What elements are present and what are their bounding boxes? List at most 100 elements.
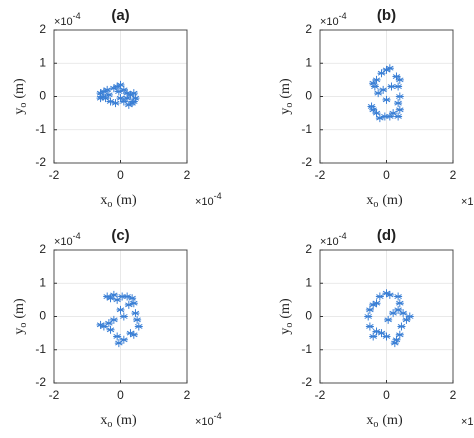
- point: [116, 94, 125, 103]
- point: [124, 100, 133, 109]
- point: [119, 97, 128, 106]
- point: [399, 309, 408, 318]
- label-base: y: [12, 328, 27, 335]
- multiplier-exponent: -4: [73, 11, 81, 21]
- point: [369, 332, 378, 341]
- label-subscript: o: [18, 323, 29, 328]
- point: [111, 99, 120, 108]
- x-tick-label: 2: [450, 168, 457, 182]
- point: [104, 319, 113, 328]
- point: [106, 325, 115, 334]
- point: [119, 335, 128, 344]
- point: [134, 322, 143, 331]
- y-multiplier: ×10-4: [320, 231, 347, 248]
- point: [395, 75, 404, 84]
- point: [397, 322, 406, 331]
- point: [385, 64, 394, 73]
- point: [387, 82, 396, 91]
- subplot-title: (b): [377, 7, 396, 24]
- point: [372, 327, 381, 336]
- label-base: x: [100, 193, 107, 208]
- point: [395, 330, 404, 339]
- label-subscript: o: [18, 103, 29, 108]
- label-unit: (m): [116, 413, 137, 428]
- point: [129, 97, 138, 106]
- x-tick-label: 2: [184, 168, 191, 182]
- label-unit: (m): [278, 78, 293, 99]
- axes-frame: [319, 29, 454, 164]
- point: [384, 315, 393, 324]
- point: [114, 87, 123, 96]
- y-tick-label: 2: [305, 242, 312, 256]
- subplot-title: (c): [111, 227, 129, 244]
- label-subscript: o: [107, 199, 112, 210]
- point: [365, 322, 374, 331]
- point: [131, 94, 140, 103]
- point: [369, 105, 378, 114]
- y-tick-label: 2: [39, 22, 46, 36]
- x-multiplier: ×10-4: [195, 191, 222, 208]
- point: [395, 299, 404, 308]
- point: [394, 99, 403, 108]
- label-base: x: [100, 413, 107, 428]
- label-unit: (m): [278, 298, 293, 319]
- point: [96, 94, 105, 103]
- point: [392, 335, 401, 344]
- multiplier-base: ×10: [461, 196, 474, 208]
- axes-frame: [53, 249, 188, 384]
- axes-frame: [53, 29, 188, 164]
- point: [104, 90, 113, 99]
- point: [395, 105, 404, 114]
- point: [113, 332, 122, 341]
- point: [372, 109, 381, 118]
- multiplier-exponent: -4: [214, 411, 222, 421]
- point: [367, 102, 376, 111]
- point: [99, 322, 108, 331]
- x-tick-label: 0: [383, 388, 390, 402]
- label-base: y: [12, 108, 27, 115]
- y-axis-label: yo (m): [12, 298, 29, 335]
- point: [380, 112, 389, 121]
- subplot-title: (a): [111, 7, 129, 24]
- point: [385, 290, 394, 299]
- point: [377, 329, 386, 338]
- point: [372, 299, 381, 308]
- point: [129, 299, 138, 308]
- label-base: y: [278, 328, 293, 335]
- point: [402, 315, 411, 324]
- point: [405, 312, 414, 321]
- x-tick-label: 0: [117, 388, 124, 402]
- y-tick-label: 0: [39, 89, 46, 103]
- x-tick-label: 0: [383, 168, 390, 182]
- point: [119, 85, 128, 94]
- label-unit: (m): [12, 298, 27, 319]
- multiplier-base: ×10: [54, 16, 73, 28]
- point: [106, 294, 115, 303]
- y-multiplier: ×10-4: [54, 11, 81, 28]
- point: [385, 112, 394, 121]
- label-base: x: [366, 413, 373, 428]
- multiplier-exponent: -4: [339, 11, 347, 21]
- point: [129, 89, 138, 98]
- x-tick-label: -2: [315, 388, 326, 402]
- y-tick-label: 2: [39, 242, 46, 256]
- point: [390, 339, 399, 348]
- y-tick-label: 1: [305, 275, 312, 289]
- point: [133, 315, 142, 324]
- y-tick-label: -1: [35, 342, 46, 356]
- point: [392, 72, 401, 81]
- y-tick-label: -2: [35, 155, 46, 169]
- point: [382, 332, 391, 341]
- point: [119, 312, 128, 321]
- point: [109, 315, 118, 324]
- label-subscript: o: [284, 103, 295, 108]
- point: [109, 290, 118, 299]
- point: [394, 82, 403, 91]
- point: [123, 94, 132, 103]
- point: [394, 305, 403, 314]
- multiplier-base: ×10: [54, 236, 73, 248]
- y-tick-label: 1: [39, 55, 46, 69]
